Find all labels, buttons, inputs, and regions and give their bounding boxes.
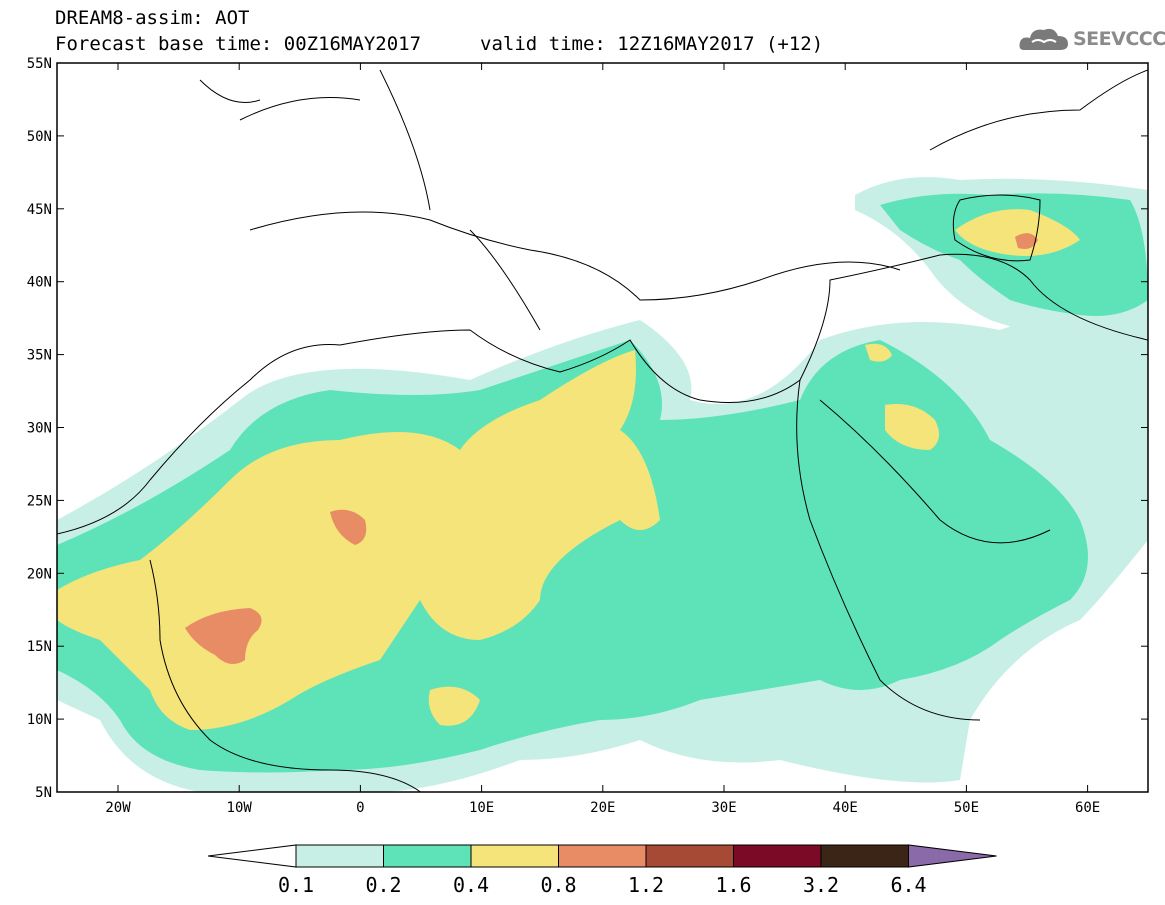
lon-tick-label: 50E: [954, 800, 979, 816]
lat-tick-label: 25N: [27, 493, 52, 509]
lat-tick-label: 10N: [27, 712, 52, 728]
lon-tick-label: 20E: [590, 800, 615, 816]
lat-tick-label: 20N: [27, 566, 52, 582]
lon-tick-label: 30E: [711, 800, 736, 816]
lon-tick-label: 10W: [227, 800, 253, 816]
colorbar-segment: [558, 844, 647, 868]
latitude-labels: 55N 50N 45N 40N 35N 30N 25N 20N 15N 10N 5N: [27, 56, 52, 801]
map-title: DREAM8-assim: AOT: [55, 7, 250, 29]
lat-tick-label: 40N: [27, 275, 52, 291]
colorbar-segment: [383, 844, 472, 868]
colorbar-label: 0.8: [540, 873, 576, 897]
colorbar: [207, 844, 997, 868]
forecast-base-time: Forecast base time: 00Z16MAY2017: [55, 33, 422, 55]
longitude-labels: 20W 10W 0 10E 20E 30E 40E 50E 60E: [105, 800, 1100, 816]
lat-tick-label: 15N: [27, 639, 52, 655]
lat-tick-label: 35N: [27, 348, 52, 364]
aot-band-0-8: [1015, 233, 1038, 249]
colorbar-label: 0.1: [278, 873, 314, 897]
lon-tick-label: 40E: [833, 800, 858, 816]
aot-band-0-4: [955, 209, 1080, 256]
colorbar-label: 0.4: [453, 873, 489, 897]
colorbar-segment: [295, 844, 384, 868]
colorbar-label: 1.6: [715, 873, 751, 897]
seevccc-logo: SEEVCCC: [1073, 28, 1165, 50]
lon-tick-label: 20W: [105, 800, 131, 816]
colorbar-high-arrow: [908, 844, 997, 868]
valid-time: valid time: 12Z16MAY2017 (+12): [480, 33, 824, 55]
colorbar-label: 6.4: [890, 873, 926, 897]
aot-band-0-4: [885, 404, 939, 450]
lat-tick-label: 55N: [27, 56, 52, 72]
colorbar-low-arrow: [207, 844, 297, 868]
aot-contours: [57, 177, 1148, 792]
aot-band-0-8: [185, 608, 262, 664]
colorbar-segment: [820, 844, 909, 868]
colorbar-segment: [733, 844, 822, 868]
colorbar-segment: [470, 844, 559, 868]
colorbar-label: 1.2: [628, 873, 664, 897]
lat-tick-label: 45N: [27, 202, 52, 218]
lon-tick-label: 60E: [1075, 800, 1100, 816]
axis-ticks: [57, 62, 1148, 793]
lat-tick-label: 5N: [35, 785, 52, 801]
cloud-icon: [1019, 28, 1068, 50]
lon-tick-label: 0: [356, 800, 364, 816]
lon-tick-label: 10E: [469, 800, 494, 816]
colorbar-segment: [645, 844, 734, 868]
colorbar-label: 0.2: [365, 873, 401, 897]
aot-band-0-4: [428, 686, 480, 726]
coastlines: [57, 69, 1148, 792]
colorbar-labels: 0.1 0.2 0.4 0.8 1.2 1.6 3.2 6.4: [278, 873, 927, 897]
aot-band-0-8: [330, 509, 367, 545]
lat-tick-label: 50N: [27, 129, 52, 145]
lat-tick-label: 30N: [27, 421, 52, 437]
colorbar-label: 3.2: [803, 873, 839, 897]
aot-band-0-4: [865, 343, 892, 362]
